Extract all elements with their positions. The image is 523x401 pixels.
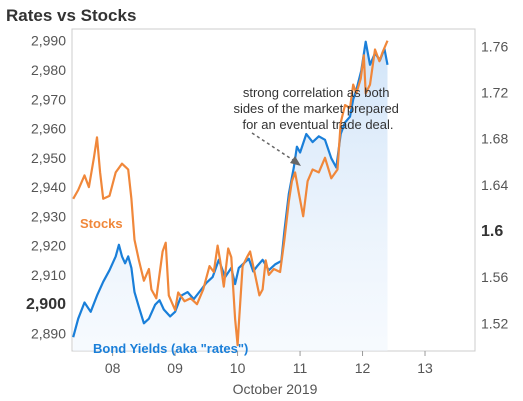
series-line-bond-yields <box>72 40 389 338</box>
right-tick-label: 1.6 <box>481 223 503 240</box>
annotation-line: for an eventual trade deal. <box>242 117 393 132</box>
annotation-line: sides of the market prepared <box>233 101 398 116</box>
x-axis-label: October 2019 <box>233 381 318 397</box>
left-tick-label: 2,900 <box>26 296 66 313</box>
x-tick-label: 08 <box>105 360 121 376</box>
x-tick-label: 13 <box>417 360 433 376</box>
x-tick-label: 09 <box>167 360 183 376</box>
x-tick-label: 12 <box>355 360 371 376</box>
left-tick-label: 2,890 <box>31 325 66 341</box>
left-tick-label: 2,950 <box>31 150 66 166</box>
annotation-arrow <box>251 132 297 163</box>
left-axis: 2,890 2,900 2,910 2,920 2,930 2,940 2,950 2,960… <box>26 33 66 342</box>
right-tick-label: 1.64 <box>481 177 508 193</box>
x-tick-label: 11 <box>293 360 308 376</box>
left-tick-label: 2,930 <box>31 208 66 224</box>
left-tick-label: 2,960 <box>31 121 66 137</box>
right-axis: 1.52 1.56 1.6 1.64 1.68 1.72 1.76 <box>481 38 508 331</box>
x-tick-label: 10 <box>230 360 246 376</box>
right-tick-label: 1.56 <box>481 269 508 285</box>
right-tick-label: 1.52 <box>481 315 508 331</box>
left-tick-label: 2,920 <box>31 238 66 254</box>
series-label-stocks: Stocks <box>80 216 123 231</box>
left-tick-label: 2,970 <box>31 91 66 107</box>
x-axis: 08 09 10 11 12 13 <box>105 351 433 376</box>
right-tick-label: 1.72 <box>481 84 508 100</box>
left-tick-label: 2,990 <box>31 33 66 49</box>
series-line-stocks <box>72 40 389 347</box>
left-tick-label: 2,940 <box>31 179 66 195</box>
annotation-arrow-head <box>290 156 301 166</box>
chart-title: Rates vs Stocks <box>6 6 136 25</box>
yield-area-fill <box>73 41 388 351</box>
right-tick-label: 1.76 <box>481 38 508 54</box>
right-tick-label: 1.68 <box>481 131 508 147</box>
series-label-bond-yields: Bond Yields (aka "rates") <box>93 341 248 356</box>
left-tick-label: 2,910 <box>31 267 66 283</box>
annotation-line: strong correlation as both <box>243 85 390 100</box>
left-tick-label: 2,980 <box>31 62 66 78</box>
annotation-text: strong correlation as both sides of the … <box>233 85 402 132</box>
